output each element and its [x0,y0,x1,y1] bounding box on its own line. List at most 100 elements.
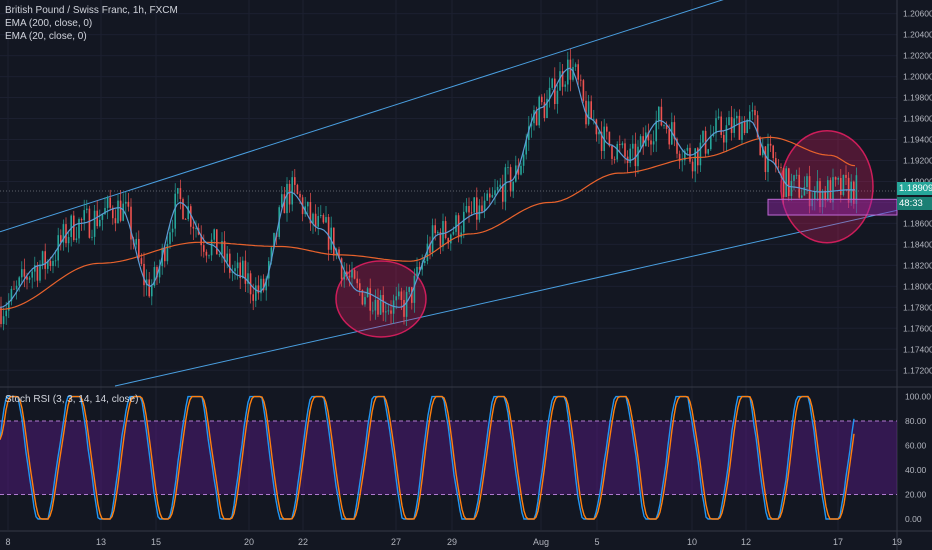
candle-body [772,145,774,159]
candle-body [340,258,343,280]
candle-body [574,64,577,67]
candle-body [720,116,722,135]
candle-body [741,121,743,140]
symbol-title[interactable]: British Pound / Swiss Franc, 1h, FXCM [5,5,178,16]
candle-body [723,134,725,143]
candle-body [54,260,57,262]
candle-body [725,125,728,143]
candle-body [855,175,858,204]
candle-body [288,183,291,205]
candle-body [754,110,756,116]
candle-body [65,224,67,244]
candle-body [5,310,7,317]
candle-body [769,143,772,146]
price-tick-label: 1.19600 [903,114,932,124]
candle-body [125,201,127,204]
candle-body [606,126,608,132]
candle-body [101,214,104,220]
time-tick-label: 22 [298,537,308,547]
candle-body [122,203,124,221]
candle-body [546,98,548,119]
candle-body [525,140,527,155]
candle-body [379,295,382,315]
stoch-tick-label: 60.00 [905,441,927,451]
candle-body [457,215,460,238]
candle-body [444,221,447,239]
stoch-tick-label: 100.00 [905,392,931,402]
candle-body [119,200,122,221]
candle-body [837,177,839,180]
support-zone[interactable] [767,198,898,216]
candle-body [398,291,400,297]
candle-body [203,245,205,252]
candle-body [252,294,254,301]
candle-body [93,210,96,237]
time-tick-label: 10 [687,537,697,547]
stoch-lines [0,395,855,520]
candles [0,48,858,331]
candle-body [138,238,140,259]
candle-body [174,193,176,229]
candle-body [229,253,231,273]
candle-body [13,288,15,290]
candle-body [208,255,210,257]
candle-body [112,207,114,219]
candle-body [530,123,533,127]
candle-body [522,154,525,166]
candle-body [665,125,668,129]
candle-body [262,278,265,291]
candle-body [156,267,158,278]
stoch-rsi-legend[interactable]: Stoch RSI (3, 3, 14, 14, close) [5,394,139,405]
candle-body [312,213,314,224]
time-tick-label: 20 [244,537,254,547]
time-tick-label: 17 [833,537,843,547]
candle-body [62,224,65,243]
candle-body [509,167,512,192]
candle-body [270,247,273,262]
candle-body [28,277,31,280]
candle-body [114,218,117,224]
candle-body [416,266,418,276]
price-tick-label: 1.17800 [903,302,932,312]
trend-channel[interactable] [0,0,898,387]
candle-body [587,101,590,125]
candle-body [793,175,795,181]
candle-body [468,206,470,213]
candle-body [184,219,187,220]
candle-body [338,249,340,259]
candle-body [434,225,436,234]
candle-body [177,188,179,194]
candle-body [663,125,665,126]
candle-body [632,143,634,149]
candle-body [411,287,413,303]
candle-body [577,64,579,80]
price-tick-label: 1.18400 [903,239,932,249]
candle-body [452,231,455,235]
candle-body [437,232,439,234]
candle-body [395,296,397,301]
candle-body [244,260,247,284]
candle-body [307,202,309,207]
stoch-tick-label: 20.00 [905,490,927,500]
bar-countdown-label: 48:33 [897,197,932,210]
candle-body [70,215,72,237]
candle-body [801,195,803,198]
candle-body [634,143,637,167]
ema20-legend[interactable]: EMA (20, close, 0) [5,31,87,42]
candle-body [418,266,421,270]
candle-body [320,215,322,217]
candle-body [686,147,689,151]
candle-body [104,207,106,215]
candle-body [283,194,286,214]
price-tick-label: 1.17600 [903,323,932,333]
candle-body [31,271,33,278]
candle-body [78,219,80,239]
price-tick-label: 1.18600 [903,218,932,228]
ema200-legend[interactable]: EMA (200, close, 0) [5,18,93,29]
candle-body [465,206,468,212]
candle-body [491,194,494,198]
candle-body [135,238,137,245]
